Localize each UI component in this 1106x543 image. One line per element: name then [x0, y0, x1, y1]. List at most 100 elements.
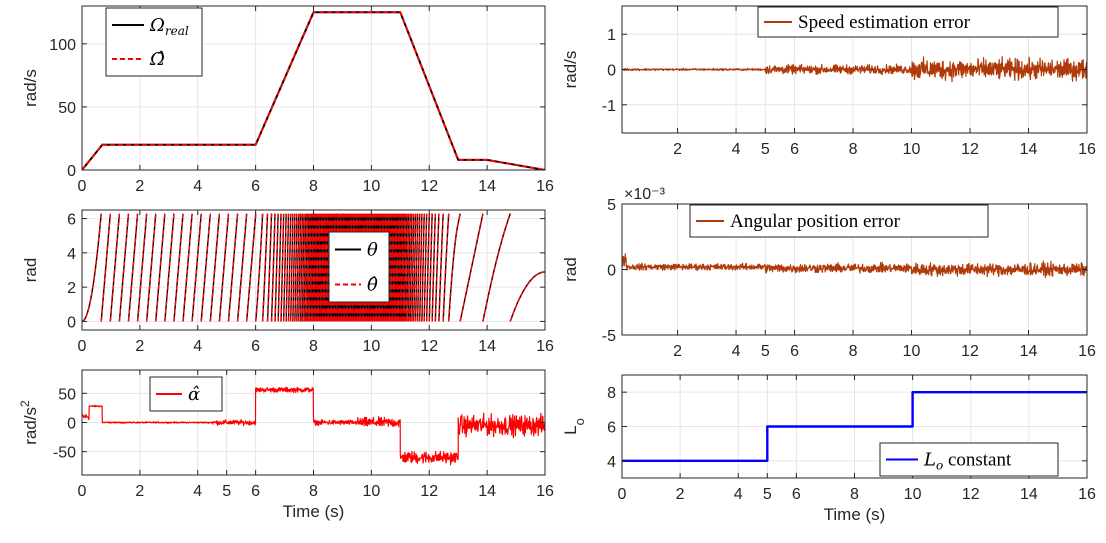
x-tick-label: 4	[193, 483, 202, 500]
series-theta-hat-segment	[400, 213, 403, 322]
legend-lo: Lo constant	[879, 442, 1059, 477]
series-theta-hat-segment	[389, 213, 393, 322]
series-theta-hat-segment	[318, 213, 322, 322]
x-tick-label: 12	[420, 178, 438, 195]
legend-label: θ̂	[367, 275, 378, 296]
y-tick-label: 6	[607, 420, 616, 437]
series-theta-hat-segment	[409, 213, 413, 322]
x-tick-label: 12	[420, 338, 438, 355]
series-theta-hat-segment	[509, 271, 545, 322]
legend-label-sub: real	[165, 24, 189, 38]
series-theta-hat-segment	[482, 212, 511, 322]
x-tick-label: 8	[309, 483, 318, 500]
y-tick-label: 0	[607, 263, 616, 280]
series-line-lo	[622, 391, 1087, 462]
x-tick-label: 10	[904, 486, 922, 503]
x-tick-label: 10	[903, 141, 921, 158]
x-tick-label: 2	[673, 343, 682, 360]
series-theta-hat-segment	[82, 213, 102, 323]
x-tick-label: 8	[309, 338, 318, 355]
y-tick-label: 100	[49, 37, 76, 54]
series-theta-hat-segment	[459, 213, 484, 322]
series-theta-hat-segment	[404, 213, 408, 322]
series-theta-hat-segment	[419, 213, 423, 322]
series-theta-hat-segment	[388, 213, 392, 322]
legend-label: Ω̂	[149, 49, 165, 70]
series-theta-hat-segment	[365, 213, 368, 322]
series-theta-hat-segment	[373, 213, 377, 322]
y-axis-label: rad/s	[21, 69, 40, 107]
series-theta-hat-segment	[403, 213, 406, 322]
series-theta-hat-segment	[394, 213, 397, 322]
y-tick-label: 1	[607, 27, 616, 44]
x-tick-label: 8	[849, 141, 858, 158]
panel-lo: 0 2 4 5 6 8 10 12 14 16 4 6 8 Time (s) Lo Lo constant	[561, 374, 1096, 524]
series-theta-hat-segment	[357, 213, 361, 322]
x-tick-label: 6	[251, 338, 260, 355]
y-tick-label: 5	[607, 197, 616, 214]
x-tick-label: 4	[193, 178, 202, 195]
series-theta-hat-segment	[406, 213, 410, 322]
series-theta-hat-segment	[407, 213, 411, 322]
x-tick-label: 16	[536, 483, 554, 500]
legend-box	[328, 231, 390, 303]
x-tick-label: 0	[78, 483, 87, 500]
legend-label: Lo constant	[923, 450, 1012, 473]
series-theta-hat-segment	[312, 213, 316, 322]
legend-position_error: Angular position error	[689, 204, 989, 238]
x-tick-label: 16	[536, 178, 554, 195]
x-tick-label: 10	[362, 178, 380, 195]
series-theta-hat-segment	[274, 213, 279, 322]
series-line-1	[82, 11, 545, 170]
y-tick-label: 0	[67, 163, 76, 180]
legend-box	[689, 204, 989, 238]
x-tick-label: 4	[732, 343, 741, 360]
y-axis-label: rad/s	[561, 51, 580, 89]
x-tick-label: 4	[193, 338, 202, 355]
series-theta-hat-segment	[294, 213, 298, 322]
series-theta-hat-segment	[290, 213, 294, 322]
series-theta-hat-segment	[341, 213, 345, 322]
x-tick-label: 4	[732, 141, 741, 158]
series-theta-hat-segment	[155, 213, 166, 322]
series-theta-hat-segment	[164, 213, 175, 322]
series-theta-hat-segment	[426, 213, 430, 322]
legend-label: θ	[367, 240, 378, 261]
series-theta-hat-segment	[136, 213, 148, 322]
y-tick-label: 0	[607, 63, 616, 80]
x-tick-label: 14	[1020, 486, 1038, 503]
series-theta-hat-segment	[311, 213, 315, 322]
series-theta-hat-segment	[386, 213, 390, 322]
x-tick-label: 6	[790, 343, 799, 360]
x-tick-label: 10	[362, 483, 380, 500]
x-tick-label: 12	[962, 486, 980, 503]
series-theta-hat-segment	[118, 213, 130, 322]
series-theta-hat-segment	[359, 213, 363, 322]
x-axis-label: Time (s)	[283, 502, 345, 521]
series-theta-hat-segment	[391, 213, 395, 322]
series-theta-hat-segment	[218, 213, 230, 322]
series-theta-hat-segment	[100, 213, 112, 322]
x-tick-label: 12	[961, 141, 979, 158]
y-exponent-label: ×10⁻³	[624, 186, 666, 203]
panel-accel: 0 2 4 5 6 8 10 12 14 16 -50 0 50 Time (s) rad/s2 α̂	[18, 369, 554, 521]
x-tick-label: 8	[309, 178, 318, 195]
series-theta-hat-segment	[368, 213, 371, 322]
series-theta-hat-segment	[280, 213, 285, 322]
y-axis-label: Lo	[561, 418, 587, 435]
legend-box	[105, 7, 203, 77]
y-tick-label: 8	[607, 385, 616, 402]
series-theta-hat-segment	[366, 213, 370, 322]
series-theta-hat-segment	[421, 213, 425, 322]
series-theta-hat-segment	[321, 213, 325, 322]
x-tick-label: 12	[420, 483, 438, 500]
series-theta-hat-segment	[375, 213, 379, 322]
y-tick-label: -50	[53, 445, 76, 462]
series-theta-hat-segment	[392, 213, 396, 322]
series-theta-hat-segment	[308, 213, 312, 322]
series-theta-hat-segment	[397, 213, 400, 322]
series-theta-hat-segment	[376, 213, 380, 322]
x-tick-label: 14	[478, 178, 496, 195]
x-tick-label: 12	[961, 343, 979, 360]
